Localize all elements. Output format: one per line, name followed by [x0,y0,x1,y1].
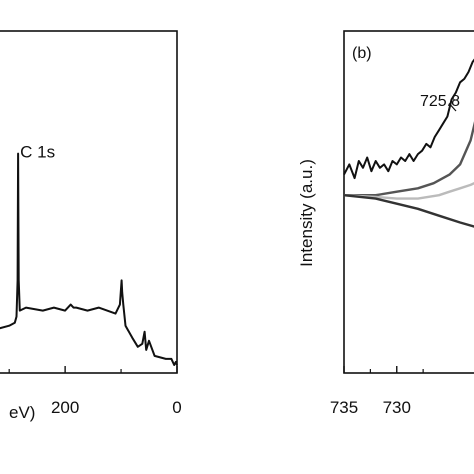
right-plot-area: 735 730 (b) 725.8 [330,30,474,417]
background-line [343,194,474,228]
left-x-ticks: 200 0 [8,366,182,417]
left-x-tick-label: 200 [51,398,79,417]
fit-component-1-line [344,121,474,197]
left-plot-frame [0,30,178,374]
left-x-axis-label: eV) [9,403,35,422]
right-x-tick-label: 730 [383,398,411,417]
right-panel: 735 730 (b) 725.8 Intensity (a.u.) [297,30,474,417]
right-x-ticks: 735 730 [330,366,424,417]
left-panel: 200 0 C 1s eV) [0,30,182,422]
raw-spectrum-line [343,58,474,180]
right-x-tick-label: 735 [330,398,358,417]
left-x-tick-label: 0 [172,398,181,417]
panel-b-label: (b) [352,45,372,62]
fit-component-2-line [343,182,474,200]
c1s-peak-label: C 1s [20,143,55,162]
peak-725-label: 725.8 [420,93,460,110]
right-y-axis-label: Intensity (a.u.) [297,159,316,267]
left-spectrum-line [0,152,178,366]
peak-725-leader-line [448,102,457,112]
right-spectrum-lines [343,58,474,228]
right-plot-frame [343,30,474,374]
